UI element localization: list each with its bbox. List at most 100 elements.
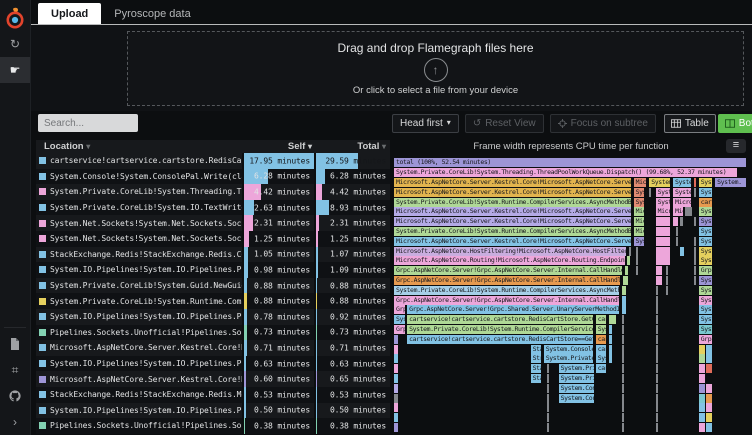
flame-frame[interactable]: [621, 334, 626, 344]
flame-frame[interactable]: [624, 266, 630, 276]
flame-frame[interactable]: Syst: [698, 295, 714, 305]
flame-frame[interactable]: Syst: [698, 226, 714, 236]
flame-frame[interactable]: Microsoft.AspNetCore.Server.Kestrel.Core…: [394, 217, 632, 227]
flame-frame[interactable]: [680, 217, 684, 227]
flame-frame[interactable]: [636, 266, 640, 276]
flame-frame[interactable]: Syst: [698, 207, 714, 217]
flame-frame[interactable]: System.Private.CoreLib!System.Threading.…: [394, 168, 739, 178]
flame-frame[interactable]: [655, 413, 659, 423]
flame-frame[interactable]: System.Pri: [558, 373, 595, 383]
flame-frame[interactable]: [672, 217, 679, 227]
flame-frame[interactable]: Str: [530, 354, 543, 364]
flame-frame[interactable]: Micr: [655, 207, 672, 217]
sort-order-select[interactable]: Head first ▾: [392, 113, 459, 133]
flame-frame[interactable]: [655, 364, 659, 374]
flame-frame[interactable]: [694, 275, 698, 285]
flame-frame[interactable]: Syst: [698, 275, 714, 285]
flame-frame[interactable]: Mic: [633, 217, 645, 227]
flame-frame[interactable]: [694, 217, 698, 227]
flame-frame[interactable]: Sta: [530, 344, 543, 354]
flame-frame[interactable]: [623, 275, 629, 285]
flame-frame[interactable]: System: [649, 177, 672, 187]
flame-frame[interactable]: [636, 246, 640, 256]
flame-frame[interactable]: Mic: [633, 207, 645, 217]
flame-frame[interactable]: Microsoft.AspNetCore.Server.Kestrel.Core…: [394, 207, 632, 217]
flame-frame[interactable]: [655, 403, 659, 413]
flame-frame[interactable]: Syst: [698, 305, 714, 315]
flame-frame[interactable]: [655, 305, 659, 315]
flame-frame[interactable]: [655, 324, 659, 334]
flame-frame[interactable]: Syst: [698, 285, 714, 295]
flame-frame[interactable]: [698, 354, 706, 364]
flame-frame[interactable]: [621, 413, 626, 423]
flame-frame[interactable]: [608, 324, 614, 334]
flame-frame[interactable]: Sys: [633, 187, 645, 197]
flame-frame[interactable]: [694, 236, 698, 246]
pyroscope-logo-icon[interactable]: [3, 5, 27, 31]
flame-frame[interactable]: [546, 403, 551, 413]
table-row[interactable]: System.Private.CoreLib!System.Guid.NewGu…: [36, 277, 390, 294]
focus-subtree-button[interactable]: Focus on subtree: [549, 113, 656, 133]
table-row[interactable]: System.Private.CoreLib!System.Threading.…: [36, 184, 390, 200]
flame-frame[interactable]: [546, 393, 551, 403]
flame-frame[interactable]: [706, 364, 714, 374]
flame-frame[interactable]: [621, 315, 626, 325]
flame-frame[interactable]: [694, 187, 698, 197]
flame-frame[interactable]: [655, 315, 659, 325]
flame-frame[interactable]: [636, 256, 640, 266]
view-table-button[interactable]: Table: [663, 113, 716, 133]
flame-frame[interactable]: [394, 344, 400, 354]
table-row[interactable]: Pipelines.Sockets.Unofficial!Pipelines.S…: [36, 324, 390, 341]
flame-frame[interactable]: Syste: [672, 177, 693, 187]
table-row[interactable]: System.Net.Sockets!System.Net.Sockets.So…: [36, 230, 390, 247]
flame-frame[interactable]: [394, 422, 400, 432]
flame-frame[interactable]: Syst: [698, 236, 714, 246]
flame-frame[interactable]: [706, 403, 714, 413]
flame-frame[interactable]: [666, 275, 670, 285]
dropzone[interactable]: Drag and drop Flamegraph files here ↑ Or…: [127, 31, 744, 106]
flame-frame[interactable]: [655, 334, 659, 344]
flame-frame[interactable]: Syst: [698, 177, 714, 187]
flame-frame[interactable]: Syst: [698, 324, 714, 334]
flame-frame[interactable]: [694, 177, 698, 187]
flame-frame[interactable]: total (100%, 52.54 minutes): [394, 158, 747, 168]
flame-frame[interactable]: System.Console: [543, 344, 595, 354]
flame-frame[interactable]: Syst: [698, 315, 714, 325]
table-row[interactable]: StackExchange.Redis!StackExchange.Redis.…: [36, 246, 390, 263]
flame-frame[interactable]: [698, 364, 706, 374]
flame-frame[interactable]: [621, 295, 627, 305]
flame-frame[interactable]: [685, 207, 693, 217]
flame-frame[interactable]: [608, 354, 614, 364]
flame-frame[interactable]: [655, 236, 672, 246]
flame-frame[interactable]: [706, 413, 714, 423]
flame-frame[interactable]: [655, 295, 659, 305]
flame-frame[interactable]: [694, 256, 698, 266]
flame-frame[interactable]: [655, 373, 659, 383]
flame-frame[interactable]: [655, 422, 659, 432]
flame-frame[interactable]: [698, 413, 706, 423]
table-row[interactable]: System.Net.Sockets!System.Net.Sockets.So…: [36, 215, 390, 231]
flame-frame[interactable]: [698, 403, 706, 413]
flame-frame[interactable]: cartservice!cartservice.cartstore.RedisC…: [407, 315, 595, 325]
flame-frame[interactable]: [394, 413, 400, 423]
flame-frame[interactable]: Microsoft.AspNetCore.Server.Kestrel.Core…: [394, 177, 632, 187]
flame-frame[interactable]: [666, 266, 670, 276]
flame-frame[interactable]: car: [595, 364, 608, 374]
flame-frame[interactable]: Mic: [672, 207, 685, 217]
flame-frame[interactable]: [621, 324, 626, 334]
flame-frame[interactable]: [394, 334, 400, 344]
flame-frame[interactable]: [694, 246, 698, 256]
flame-frame[interactable]: [680, 246, 685, 256]
flame-frame[interactable]: Sys: [595, 354, 608, 364]
flame-frame[interactable]: Grpc.AspNetCore.Server!Grpc.AspNetCore.S…: [394, 266, 624, 276]
flame-frame[interactable]: [394, 393, 400, 403]
hand-pointer-icon[interactable]: ☛: [0, 57, 30, 83]
table-row[interactable]: System.Console!System.ConsolePal.Write(c…: [36, 168, 390, 185]
tab-pyroscope-data[interactable]: Pyroscope data: [114, 8, 191, 20]
collapse-chevron-icon[interactable]: ›: [13, 415, 17, 429]
flame-frame[interactable]: [655, 344, 659, 354]
flame-frame[interactable]: car: [595, 344, 608, 354]
flame-frame[interactable]: System.Private: [543, 354, 595, 364]
flame-frame[interactable]: Syste: [672, 187, 693, 197]
flame-frame[interactable]: Microsoft.AspNetCore.Server.Kestrel.Core…: [394, 236, 632, 246]
